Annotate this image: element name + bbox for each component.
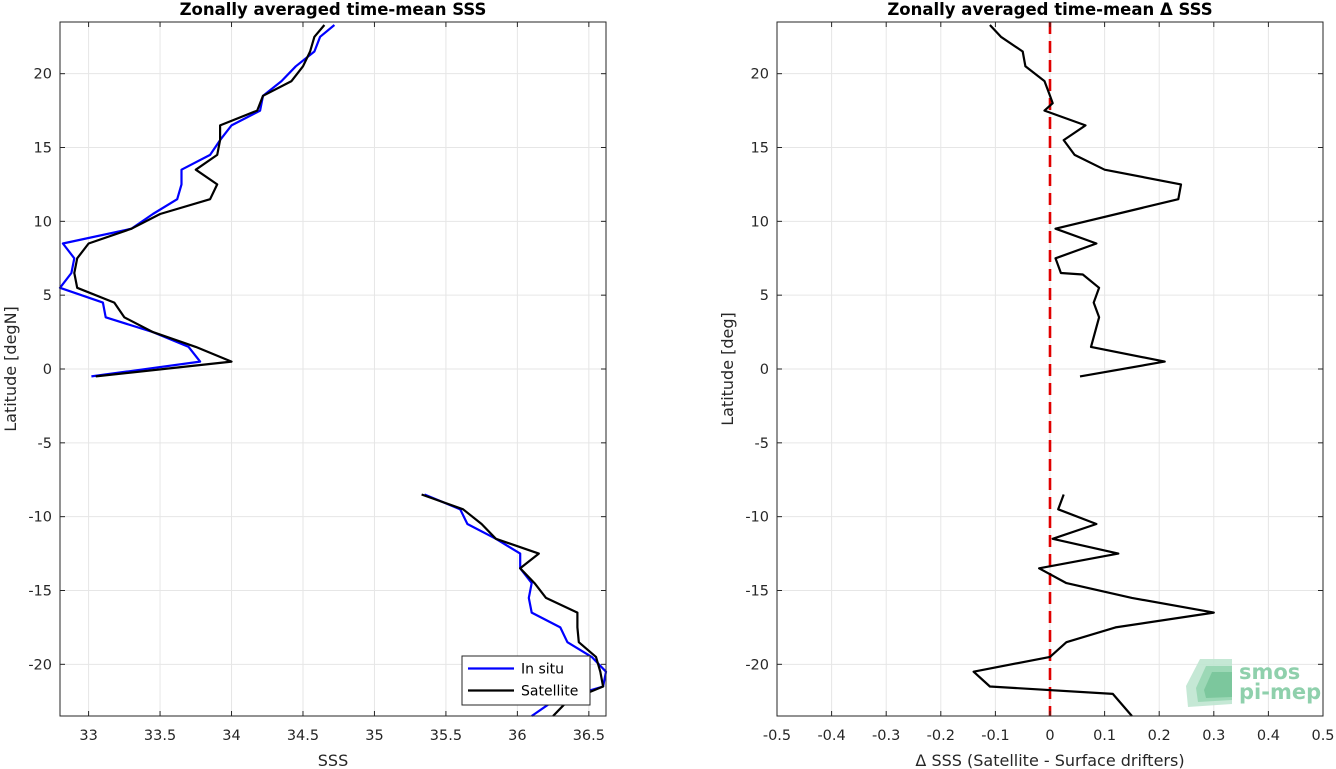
y-tick-label: 0 [43, 362, 52, 378]
logo-shape-front [1204, 672, 1232, 698]
series-delta-sss-line [972, 494, 1215, 717]
x-tick-label: -0.3 [872, 728, 900, 744]
y-axis-label: Latitude [degN] [1, 306, 20, 432]
y-tick-label: 5 [760, 288, 769, 304]
x-tick-label: -0.4 [817, 728, 845, 744]
x-tick-label: 33.5 [144, 728, 176, 744]
x-axis-label: SSS [318, 751, 348, 769]
y-axis-label: Latitude [deg] [718, 312, 737, 426]
series-in-situ-line [424, 493, 608, 717]
x-tick-label: 0.1 [1093, 728, 1116, 744]
x-tick-label: 0.4 [1257, 728, 1280, 744]
x-tick-label: 34 [222, 728, 240, 744]
logo-text-pimep: pi-mep [1239, 680, 1321, 704]
y-tick-label: -20 [28, 657, 52, 673]
x-tick-label: 35 [365, 728, 383, 744]
y-tick-label: -15 [745, 583, 769, 599]
series-satellite-line [421, 493, 605, 717]
y-tick-label: -20 [745, 657, 769, 673]
x-tick-label: 0.5 [1311, 728, 1334, 744]
right-panel: -0.5 -0.4 -0.3 -0.2 -0.1 0 0.1 0.2 0.3 0.4 0.5 20 15… [718, 0, 1335, 769]
series-in-situ-line [58, 24, 336, 378]
chart-title: Zonally averaged time-mean SSS [180, 0, 487, 19]
x-tick-label: 0 [1045, 728, 1054, 744]
chart-title: Zonally averaged time-mean Δ SSS [887, 0, 1212, 19]
x-tick-label: 0.2 [1148, 728, 1171, 744]
y-tick-label: -15 [28, 583, 52, 599]
x-tick-label: -0.1 [981, 728, 1009, 744]
x-tick-label: 36 [508, 728, 526, 744]
x-tick-label: 33 [79, 728, 97, 744]
legend-box [461, 655, 591, 706]
x-tick-label: 36.5 [573, 728, 605, 744]
y-tick-label: 10 [751, 214, 769, 230]
y-tick-label: -10 [28, 510, 52, 526]
x-tick-label: 34.5 [287, 728, 319, 744]
y-tick-label: -10 [745, 510, 769, 526]
y-tick-label: 15 [34, 141, 52, 157]
legend-satellite-label: Satellite [521, 684, 578, 700]
x-axis-label: Δ SSS (Satellite - Surface drifters) [915, 751, 1184, 769]
y-tick-label: 20 [751, 67, 769, 83]
y-tick-label: -5 [755, 436, 769, 452]
left-panel: 33 33.5 34 34.5 35 35.5 36 36.5 20 15 10 5 0 -5 -10 -15… [1, 0, 608, 769]
y-tick-label: 5 [43, 288, 52, 304]
logo-text-smos: smos [1239, 660, 1300, 684]
y-tick-label: -5 [38, 436, 52, 452]
x-tick-label: -0.2 [927, 728, 955, 744]
y-tick-label: 20 [34, 67, 52, 83]
series-delta-sss-line [989, 24, 1183, 378]
y-tick-label: 10 [34, 214, 52, 230]
x-tick-label: 35.5 [430, 728, 462, 744]
series-satellite-line [73, 24, 326, 378]
legend-insitu-label: In situ [521, 662, 564, 678]
x-tick-label: -0.5 [763, 728, 791, 744]
y-tick-label: 15 [751, 141, 769, 157]
y-tick-label: 0 [760, 362, 769, 378]
smos-pi-mep-logo: smos pi-mep [1186, 659, 1321, 707]
x-tick-label: 0.3 [1202, 728, 1225, 744]
legend: In situ Satellite [461, 655, 591, 706]
